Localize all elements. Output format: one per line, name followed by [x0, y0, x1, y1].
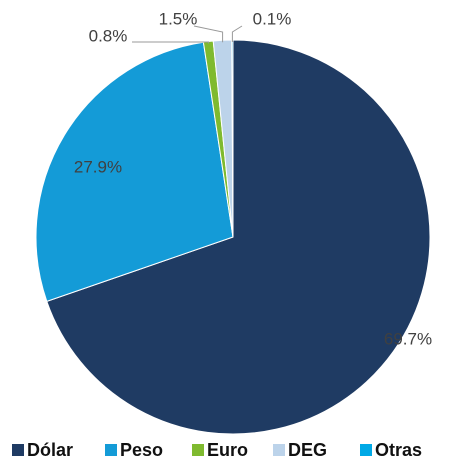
data-label: 1.5% [159, 9, 198, 28]
pie-slice [46, 39, 431, 435]
legend-label: Euro [207, 440, 248, 460]
pie-slice [35, 41, 234, 303]
data-label: 0.8% [89, 26, 128, 45]
leader-line [193, 25, 224, 43]
data-label: 27.9% [74, 157, 122, 176]
legend-label: DEG [288, 440, 327, 460]
legend-swatch [105, 444, 117, 456]
data-label: 69.7% [384, 329, 432, 348]
legend-swatch [12, 444, 24, 456]
legend-swatch [360, 444, 372, 456]
legend-label: Otras [375, 440, 422, 460]
legend-swatch [273, 444, 285, 456]
legend-label: Peso [120, 440, 163, 460]
legend-label: Dólar [27, 440, 73, 460]
data-label: 0.1% [253, 9, 292, 28]
leader-line [231, 25, 243, 43]
legend-swatch [192, 444, 204, 456]
leader-line [132, 41, 210, 44]
